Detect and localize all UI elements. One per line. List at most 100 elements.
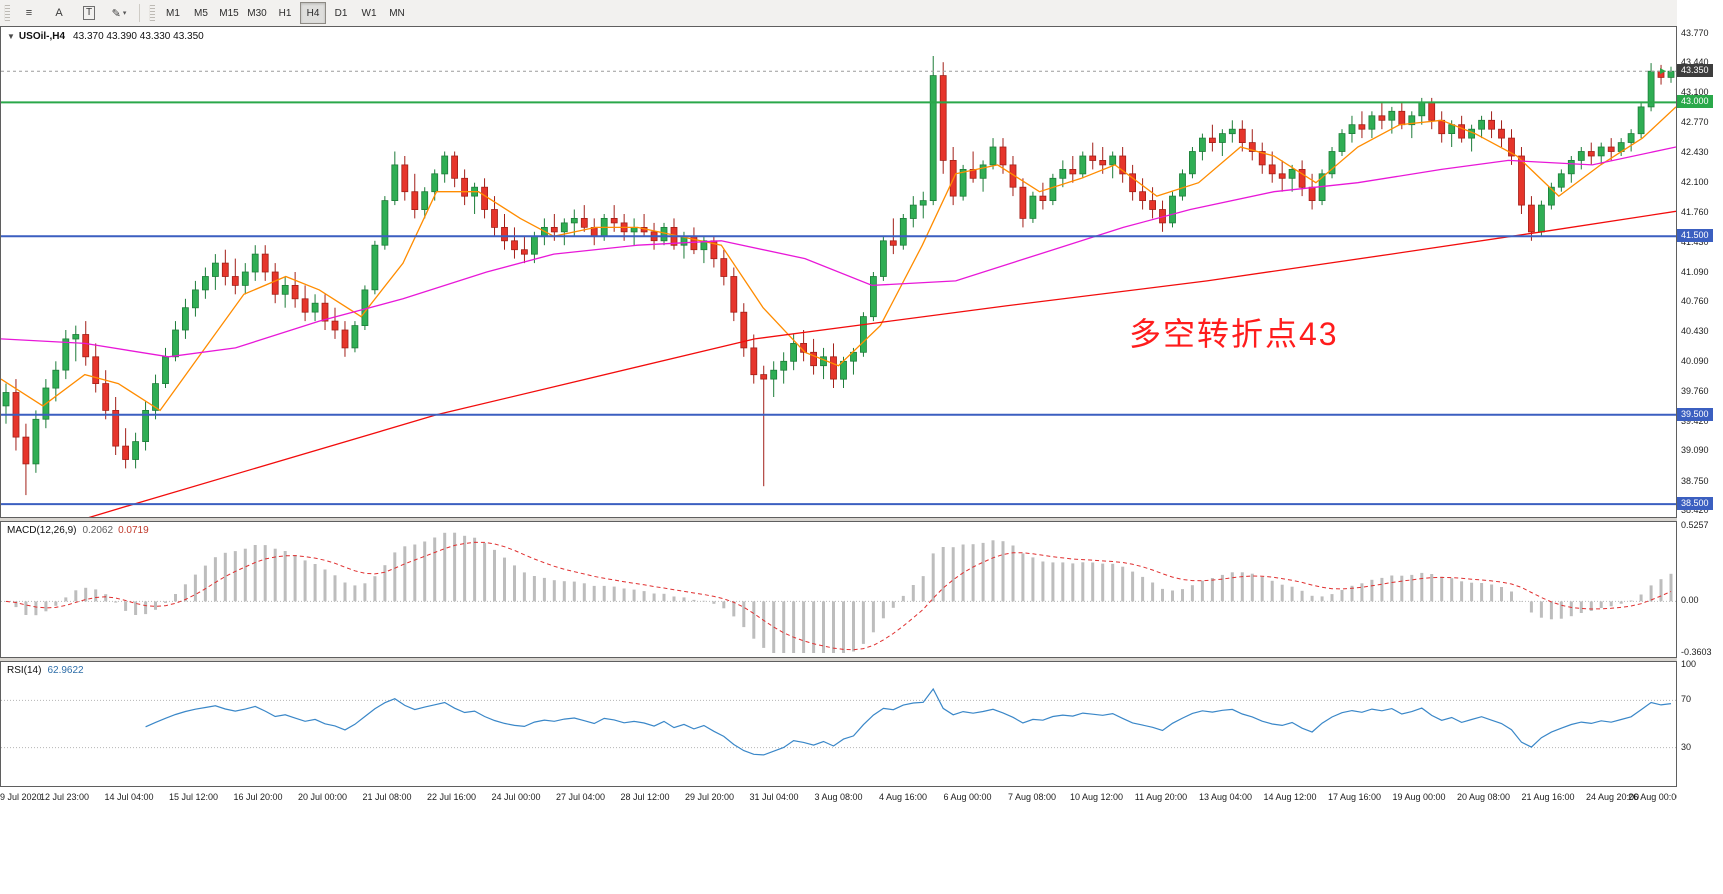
macd-histogram-bar	[971, 544, 975, 602]
time-label: 4 Aug 16:00	[878, 792, 928, 802]
macd-histogram-bar	[1031, 557, 1035, 602]
macd-histogram-bar	[94, 589, 98, 602]
timeframe-m30[interactable]: M30	[247, 7, 267, 19]
candle-body	[441, 155, 449, 175]
macd-histogram-bar	[1599, 601, 1603, 608]
macd-plot[interactable]	[1, 522, 1676, 657]
rsi-panel[interactable]: RSI(14) 62.9622	[0, 661, 1677, 787]
text-tool[interactable]: T	[75, 2, 103, 24]
macd-histogram-bar	[722, 601, 726, 609]
macd-histogram-bar	[383, 565, 387, 602]
macd-histogram-bar	[124, 601, 128, 611]
candle-body	[720, 258, 728, 277]
timeframe-m1[interactable]: M1	[166, 7, 180, 19]
macd-histogram-bar	[303, 560, 307, 602]
macd-histogram-bar	[393, 552, 397, 602]
candle-body	[860, 316, 867, 353]
rsi-tick: 100	[1681, 659, 1697, 669]
macd-histogram-bar	[941, 547, 945, 602]
time-label: 31 Jul 04:00	[749, 792, 799, 802]
candle-body	[1258, 151, 1266, 166]
macd-histogram-bar	[1200, 580, 1204, 602]
macd-histogram-bar	[1300, 590, 1304, 602]
macd-histogram-bar	[1181, 589, 1184, 602]
candle-body	[1577, 151, 1585, 161]
macd-histogram-bar	[134, 601, 138, 615]
candle-body	[112, 409, 120, 447]
candle-body	[72, 334, 80, 340]
candle-body	[870, 276, 877, 318]
candle-body	[1587, 151, 1595, 157]
rsi-line	[145, 687, 1672, 756]
price-tick: 43.100	[1681, 87, 1709, 97]
price-tick: 38.750	[1681, 476, 1709, 486]
ma-slow-red[interactable]	[1, 210, 1676, 517]
timeframe-w1[interactable]: W1	[361, 7, 377, 19]
macd-histogram-bar	[1260, 576, 1264, 602]
ma-fast-orange[interactable]	[1, 106, 1676, 412]
macd-histogram-bar	[572, 581, 576, 602]
time-axis[interactable]: 9 Jul 2020 12 Jul 23:00 14 Jul 04:00 15 Jul…	[0, 787, 1681, 811]
candle-body	[401, 164, 409, 193]
candle-body	[132, 441, 140, 460]
toolbar-grip-2[interactable]	[149, 5, 155, 21]
macd-histogram-bar	[174, 594, 177, 602]
macd-histogram-bar	[802, 601, 806, 653]
panel-divider-rsi[interactable]	[0, 658, 1723, 661]
candle-body	[321, 302, 329, 322]
candlestick-chart[interactable]	[1, 27, 1676, 517]
rsi-plot[interactable]	[1, 662, 1676, 786]
timeframe-m5[interactable]: M5	[194, 7, 208, 19]
main-chart-panel[interactable]: ▼ USOil-,H4 43.370 43.390 43.330 43.350 多空…	[0, 26, 1677, 518]
timeframe-m15[interactable]: M15	[219, 7, 239, 19]
timeframe-d1[interactable]: D1	[334, 7, 348, 19]
macd-histogram-bar	[742, 601, 746, 628]
candle-body	[331, 320, 339, 331]
macd-panel[interactable]: MACD(12,26,9) 0.2062 0.0719	[0, 521, 1677, 658]
macd-histogram-bar	[662, 593, 666, 602]
timeframe-h1[interactable]: H1	[278, 7, 292, 19]
ma-mid-magenta[interactable]	[1, 146, 1676, 358]
macd-histogram-bar	[1290, 586, 1294, 602]
macd-histogram-bar	[522, 572, 526, 602]
candle-body	[1607, 146, 1615, 152]
candle-body	[1338, 133, 1346, 152]
toolbar-grip[interactable]	[4, 5, 10, 21]
timeframe-mn[interactable]: MN	[389, 7, 405, 19]
candle-body	[1278, 173, 1286, 179]
macd-histogram-bar	[1539, 601, 1543, 618]
timeframe-h4[interactable]: H4	[300, 2, 326, 24]
macd-histogram-bar	[473, 537, 477, 602]
rsi-tick: 30	[1681, 742, 1692, 752]
candle-body	[560, 222, 568, 233]
draw-tool-icon[interactable]: ✎ ▾	[111, 7, 127, 20]
candle-body	[1089, 155, 1097, 161]
price-axis[interactable]: 43.770 43.440 43.100 42.770 42.430 42.100 41.7…	[1677, 0, 1723, 894]
candle-body	[1119, 155, 1127, 175]
macd-histogram-bar	[1450, 578, 1454, 602]
macd-histogram-bar	[213, 557, 217, 602]
price-tick: 43.440	[1681, 57, 1709, 67]
chart-list-icon[interactable]: ≡	[25, 7, 33, 19]
chart-annotation[interactable]: 多空转折点43	[1129, 316, 1339, 352]
timeframe-group: M1 M5 M15 M30 H1 H4 D1 W1 MN	[159, 2, 411, 24]
macd-histogram-bar	[901, 595, 905, 602]
candle-body	[1209, 137, 1216, 143]
candle-body	[1528, 204, 1535, 233]
candle-body	[740, 311, 748, 349]
candle-body	[1458, 124, 1465, 139]
collapse-arrow-icon[interactable]: ▼	[7, 32, 15, 41]
price-tick: 39.420	[1681, 416, 1709, 426]
macd-histogram-bar	[243, 548, 247, 602]
candle-body	[1448, 124, 1456, 134]
macd-histogram-bar	[712, 601, 716, 604]
macd-histogram-bar	[1549, 601, 1553, 620]
candle-body	[162, 356, 169, 384]
macd-histogram-bar	[632, 589, 636, 602]
candle-body	[341, 329, 349, 349]
cursor-tool[interactable]: A	[55, 7, 63, 19]
macd-histogram-bar	[1081, 562, 1085, 602]
macd-histogram-bar	[84, 587, 88, 602]
panel-divider-macd[interactable]	[0, 518, 1723, 521]
macd-histogram-bar	[1310, 595, 1314, 602]
